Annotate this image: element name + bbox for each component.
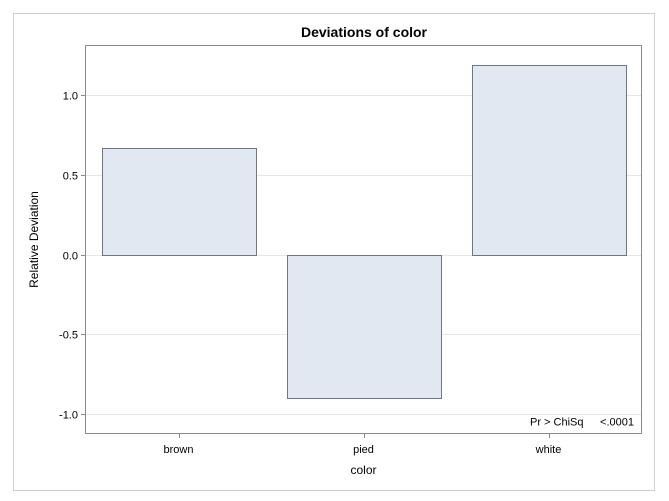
y-tick-label: 1.0 <box>63 91 78 103</box>
y-tick-label: 0.0 <box>63 251 78 263</box>
y-tick-label: -0.5 <box>59 330 78 342</box>
y-tick-label: -1.0 <box>59 410 78 422</box>
bar-white <box>472 65 627 256</box>
p-value-label: Pr > ChiSq <box>530 417 584 429</box>
x-axis-label: color <box>350 463 376 477</box>
x-tick-label-white: white <box>535 444 562 456</box>
bars-layer <box>102 65 627 399</box>
x-axis: brown pied white <box>164 433 562 456</box>
y-axis-label: Relative Deviation <box>27 191 41 288</box>
chart-title: Deviations of color <box>301 24 428 40</box>
plot-frame <box>85 45 642 434</box>
bar-brown <box>102 148 257 256</box>
x-tick-label-brown: brown <box>164 444 194 456</box>
x-tick-label-pied: pied <box>353 444 374 456</box>
y-axis: -1.0 -0.5 0.0 0.5 1.0 <box>59 91 86 422</box>
y-tick-label: 0.5 <box>63 171 78 183</box>
p-value: <.0001 <box>600 417 634 429</box>
bar-pied <box>287 255 442 399</box>
